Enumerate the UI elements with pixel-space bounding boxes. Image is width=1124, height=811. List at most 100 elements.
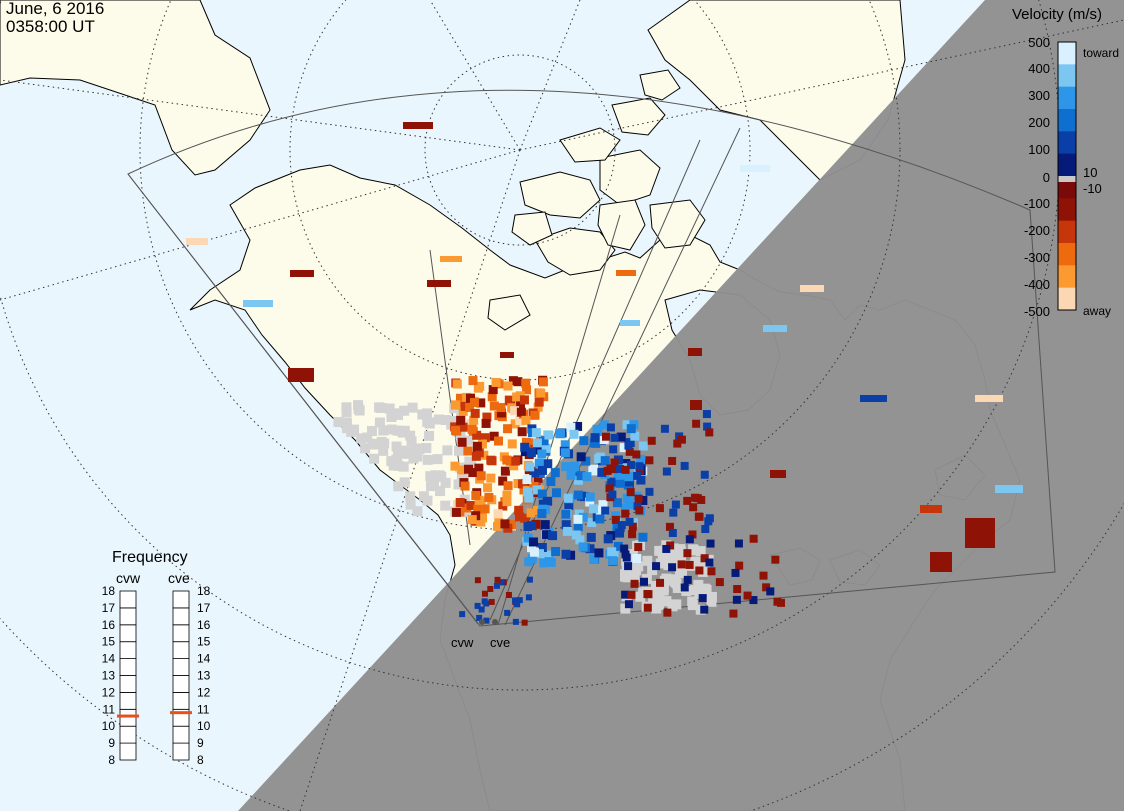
echo-cell	[520, 513, 530, 523]
echo-cell	[543, 496, 553, 506]
echo-cell	[561, 520, 571, 530]
timestamp-date: June, 6 2016	[6, 0, 105, 18]
echo-cell	[579, 436, 589, 446]
frequency-tick-label: 10	[197, 719, 211, 733]
frequency-tick-label: 12	[197, 685, 211, 699]
echo-cell	[526, 508, 536, 518]
echo-cell	[930, 552, 952, 572]
echo-cell	[573, 475, 583, 485]
frequency-scale-cell	[172, 624, 190, 643]
echo-cell	[683, 496, 692, 505]
echo-cell	[468, 376, 478, 386]
echo-cell	[502, 497, 512, 507]
echo-cell	[603, 466, 612, 475]
echo-cell	[694, 512, 703, 521]
frequency-tick-label: 13	[102, 669, 116, 683]
echo-cell	[636, 454, 646, 464]
echo-cell	[621, 465, 630, 474]
frequency-tick-label: 11	[103, 702, 116, 716]
echo-cell	[537, 449, 547, 459]
echo-cell	[378, 425, 389, 436]
echo-cell	[399, 477, 410, 488]
echo-cell	[625, 556, 636, 567]
echo-cell	[632, 553, 642, 563]
echo-cell	[403, 122, 433, 129]
echo-cell	[658, 585, 669, 596]
echo-cell	[654, 591, 665, 602]
echo-cell	[561, 549, 571, 559]
timestamp: June, 6 2016 0358:00 UT	[6, 0, 104, 36]
echo-cell	[480, 433, 490, 443]
echo-cell	[685, 535, 694, 544]
frequency-scale-cell	[172, 641, 190, 660]
echo-cell	[662, 467, 671, 476]
colorbar-tick-label: 0	[1043, 170, 1050, 185]
echo-cell	[635, 462, 644, 471]
frequency-tick-label: 10	[102, 719, 116, 733]
echo-cell	[630, 561, 641, 572]
frequency-scale-cell	[172, 590, 190, 609]
echo-cell	[522, 385, 532, 395]
frequency-tick-label: 17	[197, 601, 211, 615]
echo-cell	[609, 445, 618, 454]
echo-cell	[698, 594, 707, 603]
frequency-radar-name: cve	[168, 570, 190, 586]
echo-cell	[625, 447, 634, 456]
echo-cell	[589, 438, 599, 448]
colorbar-zero-band	[1058, 176, 1076, 182]
echo-cell	[521, 378, 531, 388]
echo-cell	[467, 424, 477, 434]
echo-cell	[595, 452, 605, 462]
colorbar-band	[1058, 198, 1076, 222]
echo-cell	[615, 478, 625, 488]
echo-cell	[585, 544, 595, 554]
echo-cell	[493, 436, 503, 446]
echo-cell	[353, 400, 364, 411]
echo-cell	[473, 504, 483, 514]
echo-cell	[622, 572, 633, 583]
echo-cell	[578, 542, 588, 552]
echo-cell	[440, 415, 451, 426]
echo-cell	[465, 402, 475, 412]
frequency-tick-label: 9	[197, 736, 204, 750]
echo-cell	[673, 439, 682, 448]
echo-cell	[586, 532, 596, 542]
echo-cell	[493, 582, 500, 589]
colorbar-band	[1058, 265, 1076, 289]
colorbar-tick-label: -200	[1024, 223, 1050, 238]
echo-cell	[362, 432, 373, 443]
echo-cell	[498, 579, 505, 586]
echo-cell	[605, 484, 614, 493]
colorbar-toward-label: toward	[1083, 46, 1119, 60]
echo-cell	[627, 460, 636, 469]
echo-cell	[616, 432, 626, 442]
echo-cell	[366, 426, 377, 437]
echo-cell	[407, 402, 418, 413]
echo-cell	[624, 477, 634, 487]
echo-cell	[529, 547, 539, 557]
echo-cell	[638, 441, 648, 451]
echo-cell	[569, 429, 579, 439]
echo-cell	[597, 467, 607, 477]
echo-cell	[762, 583, 771, 592]
echo-cell	[488, 385, 498, 395]
echo-cell	[620, 320, 640, 326]
echo-cell	[995, 485, 1023, 493]
echo-cell	[474, 495, 484, 505]
echo-cell	[512, 597, 519, 604]
echo-cell	[965, 518, 995, 548]
echo-cell	[680, 583, 689, 592]
colorbar-tick-label: 500	[1028, 35, 1050, 50]
echo-cell	[771, 555, 780, 564]
frequency-tick-label: 17	[102, 601, 116, 615]
echo-cell	[666, 555, 677, 566]
echo-cell	[616, 465, 625, 474]
echo-cell	[560, 440, 570, 450]
echo-cell	[368, 438, 379, 449]
echo-cell	[776, 598, 785, 607]
siberia	[0, 0, 271, 176]
frequency-tick-label: 13	[197, 669, 211, 683]
echo-cell	[652, 562, 661, 571]
echo-cell	[460, 401, 470, 411]
echo-cell	[456, 415, 466, 425]
